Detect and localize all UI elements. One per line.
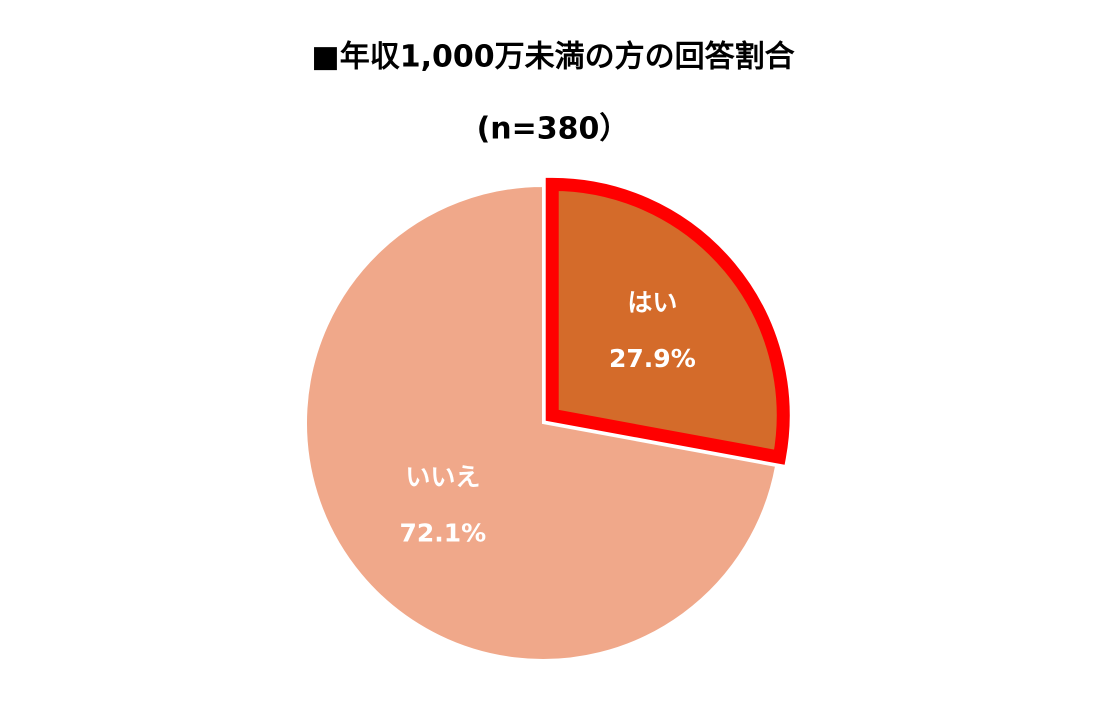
slice-value-label: 72.1% [399,518,486,547]
pie-slice [305,184,778,661]
slice-value-label: 27.9% [609,344,696,373]
pie-slice [545,177,790,465]
chart-subtitle: (n=380） [477,112,630,147]
chart-title: ■年収1,000万未満の方の回答割合 [311,40,794,75]
slice-label: いいえ [405,462,480,491]
slice-label: はい [627,288,677,317]
